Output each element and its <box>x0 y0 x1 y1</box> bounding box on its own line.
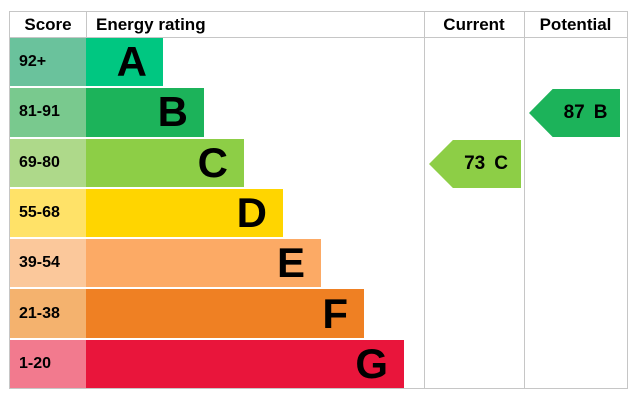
band-b-bar: B <box>86 88 204 137</box>
band-row-g: 1-20 G <box>10 339 627 388</box>
potential-column-divider <box>524 12 525 388</box>
current-column-divider <box>424 12 425 388</box>
band-d-bar: D <box>86 188 283 238</box>
band-c-bar: C <box>86 138 244 187</box>
band-row-d: 55-68 D <box>10 188 627 240</box>
band-row-f: 21-38 F <box>10 289 627 340</box>
band-f-score-range: 21-38 <box>10 289 86 338</box>
band-a-bar: A <box>86 38 163 87</box>
band-d-score-range: 55-68 <box>10 188 86 238</box>
band-f-bar: F <box>86 289 364 338</box>
band-rows: 92+ A 81-91 B 69-80 C 55-68 D 39-54 E 21… <box>10 38 627 388</box>
current-rating-value: 73 <box>464 153 486 174</box>
score-rating-divider <box>86 12 87 38</box>
band-g-score-range: 1-20 <box>10 339 86 388</box>
current-column-header: Current <box>443 15 505 34</box>
potential-column-header: Potential <box>539 15 612 34</box>
chart-header: Score Energy rating Current Potential <box>10 12 627 38</box>
potential-rating-value: 87 <box>563 102 585 123</box>
band-row-a: 92+ A <box>10 38 627 89</box>
band-b-score-range: 81-91 <box>10 88 86 137</box>
potential-rating-letter: B <box>593 102 608 123</box>
band-a-score-range: 92+ <box>10 38 86 87</box>
chart-frame: Score Energy rating Current Potential 92… <box>9 11 628 389</box>
energy-rating-column-header: Energy rating <box>96 15 206 34</box>
score-column-header: Score <box>24 15 72 34</box>
band-e-score-range: 39-54 <box>10 239 86 288</box>
band-g-bar: G <box>86 339 404 388</box>
band-row-b: 81-91 B <box>10 88 627 139</box>
band-row-e: 39-54 E <box>10 239 627 290</box>
band-row-c: 69-80 C <box>10 138 627 189</box>
band-e-bar: E <box>86 239 321 288</box>
current-rating-letter: C <box>494 153 508 174</box>
band-c-score-range: 69-80 <box>10 138 86 187</box>
